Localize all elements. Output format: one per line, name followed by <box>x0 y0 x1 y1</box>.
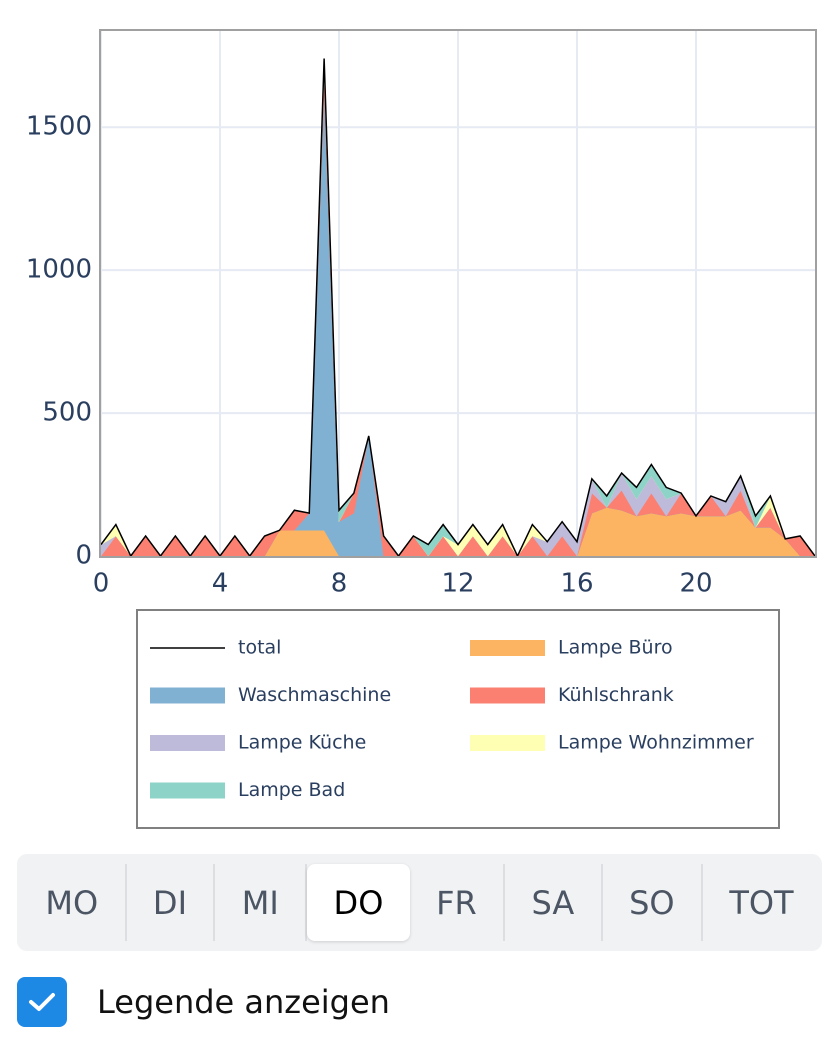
checkbox[interactable] <box>17 977 67 1027</box>
x-tick-label: 4 <box>212 569 229 599</box>
tick-layer: 0 500 1000 1500 0 4 8 12 16 20 <box>26 112 713 599</box>
legend-label: Lampe Wohnzimmer <box>558 732 754 754</box>
checkbox-label[interactable]: Legende anzeigen <box>97 983 390 1021</box>
plot-frame <box>99 29 817 558</box>
day-tab[interactable]: DO <box>307 864 410 941</box>
legend-label: Lampe Bad <box>238 779 345 801</box>
day-tab[interactable]: MI <box>215 864 308 941</box>
legend-box <box>136 609 780 829</box>
legend-label: Kühlschrank <box>558 684 674 706</box>
legend-swatch <box>470 687 545 704</box>
legend: total Lampe Büro Waschmaschine Kühlschrank L… <box>150 637 754 801</box>
grid-layer <box>100 30 815 557</box>
y-tick-label: 1000 <box>26 255 92 285</box>
day-tab[interactable]: MO <box>19 864 127 941</box>
check-icon <box>29 993 55 1011</box>
legend-swatch <box>150 782 225 799</box>
day-tab[interactable]: TOT <box>729 883 794 922</box>
x-tick-label: 16 <box>560 569 593 599</box>
x-tick-label: 0 <box>93 569 110 599</box>
y-tick-label: 0 <box>75 541 92 571</box>
legend-swatch <box>470 735 545 751</box>
legend-label: Lampe Büro <box>558 637 673 659</box>
x-tick-label: 20 <box>679 569 712 599</box>
x-tick-label: 12 <box>441 569 474 599</box>
legend-label: Waschmaschine <box>238 684 391 706</box>
day-tab[interactable]: SO <box>603 864 703 941</box>
legend-swatch <box>150 735 225 751</box>
chart: 0 500 1000 1500 0 4 8 12 16 20 total Lampe Büro Was… <box>26 29 817 829</box>
y-tick-label: 500 <box>42 398 92 428</box>
day-tab[interactable]: SA <box>505 864 603 941</box>
legend-label: total <box>238 637 281 659</box>
legend-swatch <box>150 687 225 704</box>
day-tab[interactable]: DI <box>127 864 216 941</box>
legend-swatch <box>470 640 545 656</box>
legend-toggle[interactable]: Legende anzeigen <box>17 977 390 1027</box>
legend-label: Lampe Küche <box>238 732 366 754</box>
day-tabs: MO DI MI DO FR SA SO TOT <box>17 854 822 951</box>
y-tick-label: 1500 <box>26 112 92 142</box>
day-tab[interactable]: FR <box>410 864 506 941</box>
x-tick-label: 8 <box>331 569 348 599</box>
